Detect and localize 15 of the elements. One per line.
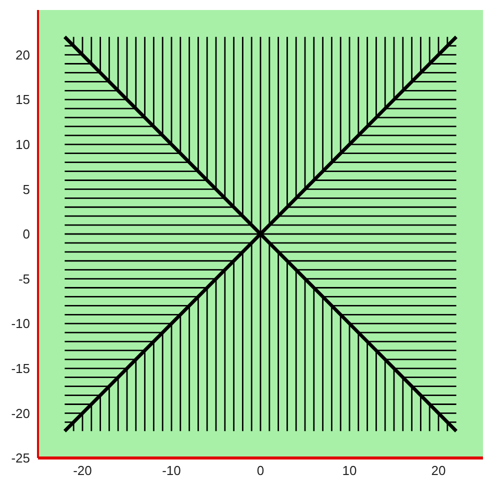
x-tick-label: 10: [342, 463, 357, 478]
y-tick-label: 15: [16, 92, 30, 108]
y-tick-label: 5: [22, 182, 30, 197]
y-tick-label: -5: [18, 271, 30, 286]
y-tick-label: -20: [11, 406, 30, 421]
y-tick-label: -10: [11, 316, 30, 332]
x-tick-label: 0: [256, 463, 264, 478]
x-tick-label: -10: [162, 463, 181, 478]
y-tick-label: -15: [11, 361, 30, 376]
y-tick-label: 10: [16, 137, 30, 152]
y-tick-label: 20: [16, 47, 30, 62]
x-tick-label: 20: [431, 463, 446, 478]
y-tick-label: -25: [11, 450, 30, 466]
y-tick-label: 0: [22, 226, 30, 242]
x-tick-label: -20: [73, 463, 92, 478]
